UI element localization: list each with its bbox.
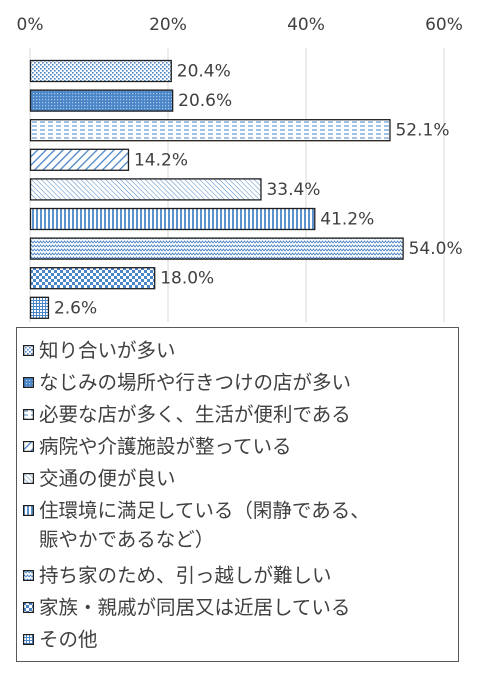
legend-item: その他 xyxy=(23,625,452,654)
legend-item: 持ち家のため、引っ越しが難しい xyxy=(23,561,452,590)
bar xyxy=(29,178,262,201)
legend-item: 病院や介護施設が整っている xyxy=(23,432,452,461)
legend-label: 持ち家のため、引っ越しが難しい xyxy=(39,564,332,587)
x-tick-label: 20% xyxy=(149,15,187,35)
bar xyxy=(29,296,50,319)
data-label: 54.0% xyxy=(409,239,463,259)
data-label: 14.2% xyxy=(134,150,188,170)
bar-chart: 0% 20% 40% 60% 20.4% 20.6% 52.1% 14.2% 33.4%41.… xyxy=(17,15,463,322)
legend-item: 知り合いが多い xyxy=(23,336,452,365)
legend-swatch xyxy=(23,441,34,452)
x-tick-label: 60% xyxy=(425,15,463,35)
bar xyxy=(29,119,391,142)
data-label: 18.0% xyxy=(160,269,214,289)
data-label: 2.6% xyxy=(54,298,97,318)
legend-label: その他 xyxy=(39,628,98,651)
x-axis-ticks: 0% 20% 40% 60% xyxy=(17,15,463,35)
data-label: 20.4% xyxy=(177,62,231,82)
legend-swatch xyxy=(23,473,34,484)
bar xyxy=(29,237,404,260)
x-tick-label: 40% xyxy=(287,15,325,35)
bar xyxy=(29,148,130,171)
legend-swatch xyxy=(23,409,34,420)
legend-label: 必要な店が多く、生活が便利である xyxy=(39,403,351,426)
data-label: 41.2% xyxy=(320,210,374,230)
legend-swatch xyxy=(23,505,34,516)
data-label: 33.4% xyxy=(266,180,320,200)
bars xyxy=(29,59,404,319)
bar xyxy=(29,59,172,83)
legend-label: 住環境に満足している（閑静である、 賑やかであるなど） xyxy=(39,499,370,551)
legend-label: 交通の便が良い xyxy=(39,467,176,490)
legend-item: 必要な店が多く、生活が便利である xyxy=(23,400,452,429)
legend-item: 交通の便が良い xyxy=(23,464,452,493)
bar xyxy=(29,267,156,290)
legend-item: 家族・親戚が同居又は近居している xyxy=(23,593,452,622)
bar xyxy=(29,207,316,231)
data-labels: 20.4% 20.6% 52.1% 14.2% 33.4%41.2% 54.0% 18.0%… xyxy=(54,62,463,319)
legend-item: 住環境に満足している（閑静である、 賑やかであるなど） xyxy=(23,496,452,554)
legend-label: 家族・親戚が同居又は近居している xyxy=(39,596,351,619)
legend-label: 知り合いが多い xyxy=(39,339,176,362)
legend-label: 病院や介護施設が整っている xyxy=(39,435,292,458)
legend-swatch xyxy=(23,602,34,613)
legend-swatch xyxy=(23,634,34,645)
legend-swatch xyxy=(23,377,34,388)
data-label: 52.1% xyxy=(395,121,449,141)
legend-item: なじみの場所や行きつけの店が多い xyxy=(23,368,452,397)
legend-label: なじみの場所や行きつけの店が多い xyxy=(39,371,352,394)
legend-swatch xyxy=(23,570,34,581)
bar xyxy=(29,89,174,112)
legend-swatch xyxy=(23,345,34,356)
legend: 知り合いが多いなじみの場所や行きつけの店が多い 必要な店が多く、生活が便利である病… xyxy=(16,327,459,662)
data-label: 20.6% xyxy=(178,91,232,111)
x-tick-label: 0% xyxy=(17,15,44,35)
